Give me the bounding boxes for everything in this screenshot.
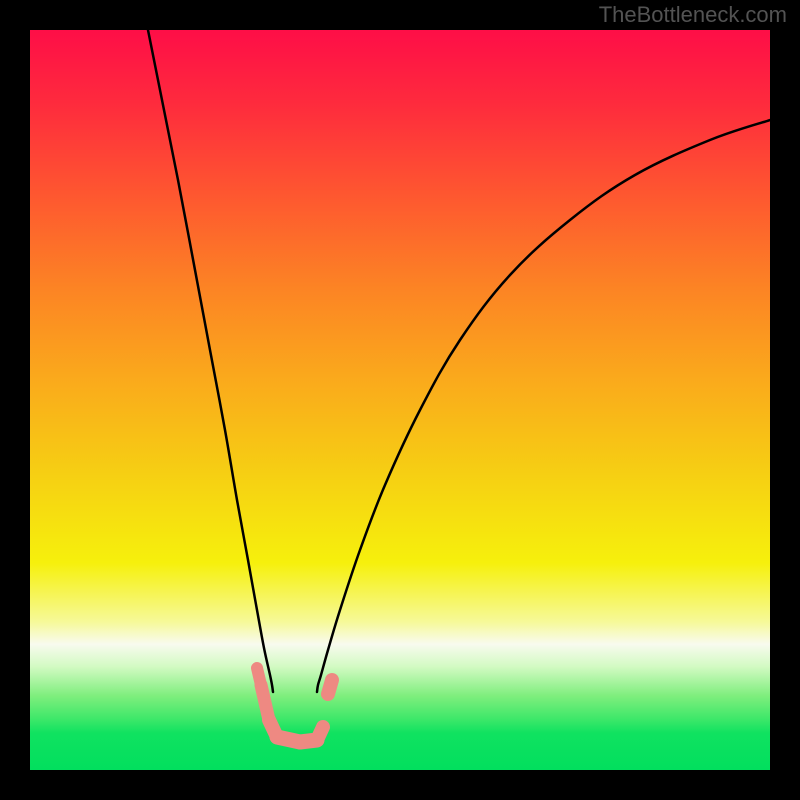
marker-segment — [317, 727, 323, 740]
chart-frame: TheBottleneck.com — [0, 0, 800, 800]
watermark-text: TheBottleneck.com — [599, 2, 787, 28]
chart-svg — [0, 0, 800, 800]
marker-segment — [328, 680, 332, 694]
plot-background — [30, 30, 770, 770]
